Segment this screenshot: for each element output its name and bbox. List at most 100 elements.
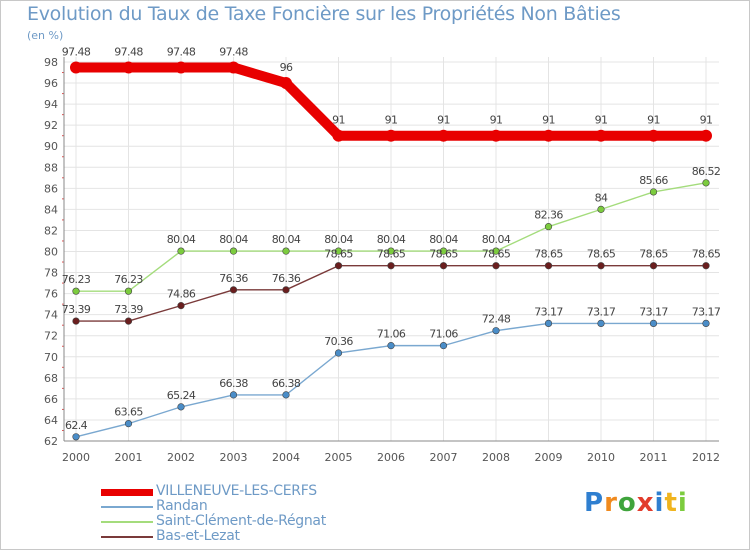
series-point: [229, 286, 238, 294]
series-point: [542, 129, 555, 142]
data-label: 97.48: [114, 45, 143, 58]
logo-letter: o: [617, 488, 637, 518]
data-label: 91: [595, 114, 608, 127]
y-tick-label: 78: [44, 267, 58, 280]
series-point: [437, 129, 450, 142]
y-tick-label: 74: [44, 309, 58, 322]
logo-letter: i: [677, 488, 688, 518]
data-label: 78.65: [587, 248, 616, 261]
y-tick-label: 92: [44, 119, 58, 132]
x-tick-label: 2005: [325, 451, 353, 464]
series-point: [439, 262, 448, 270]
data-label: 73.17: [692, 305, 721, 318]
series-point: [282, 391, 290, 399]
x-tick-label: 2000: [62, 451, 90, 464]
data-label: 91: [385, 114, 398, 127]
data-label: 80.04: [324, 233, 353, 246]
legend-label: Bas-et-Lezat: [156, 528, 240, 544]
series-point: [649, 319, 658, 328]
legend-swatch: [101, 536, 153, 538]
y-tick-label: 84: [44, 203, 58, 216]
series-layer: [70, 61, 712, 441]
data-label: 76.23: [114, 273, 143, 286]
data-label: 80.04: [219, 233, 248, 246]
data-label: 80.04: [167, 233, 196, 246]
data-label: 86.52: [692, 165, 721, 178]
series-point: [227, 61, 240, 74]
series-point: [70, 61, 82, 74]
data-label: 80.04: [272, 233, 301, 246]
data-label: 66.38: [219, 377, 248, 390]
data-label: 74.86: [167, 288, 196, 301]
y-tick-label: 62: [44, 435, 58, 448]
series-point: [177, 302, 185, 310]
y-tick-label: 64: [44, 414, 58, 427]
y-tick-label: 68: [44, 372, 58, 385]
series-point: [597, 205, 605, 213]
data-label: 78.65: [639, 248, 668, 261]
series-point: [492, 247, 500, 255]
series-point: [175, 61, 187, 74]
series-point: [702, 179, 710, 187]
data-label: 84: [595, 191, 608, 204]
data-label: 78.65: [482, 248, 511, 261]
logo-letter: x: [636, 488, 655, 518]
series-point: [595, 129, 607, 142]
y-tick-label: 96: [44, 77, 58, 90]
y-tick-label: 76: [44, 288, 58, 301]
series-point: [439, 342, 448, 350]
data-label: 91: [437, 114, 450, 127]
series-point: [229, 391, 238, 399]
series-point: [124, 317, 133, 325]
data-label: 97.48: [219, 45, 248, 58]
data-label: 76.36: [272, 272, 301, 285]
data-label: 91: [647, 114, 660, 127]
series-point: [332, 129, 345, 142]
series-point: [649, 262, 658, 270]
x-tick-label: 2012: [692, 451, 720, 464]
legend-swatch: [101, 488, 153, 496]
data-label: 82.36: [534, 209, 563, 222]
series-point: [282, 247, 290, 255]
data-label: 71.06: [429, 328, 458, 341]
series-point: [597, 262, 605, 270]
series-point: [334, 247, 343, 255]
y-tick-label: 88: [44, 161, 58, 174]
x-tick-label: 2001: [115, 451, 143, 464]
data-label: 78.65: [534, 248, 563, 261]
series-point: [387, 342, 395, 350]
series-point: [702, 319, 710, 328]
data-label: 96: [280, 61, 293, 74]
series-point: [334, 349, 343, 357]
legend-label: Randan: [156, 498, 208, 514]
y-tick-label: 94: [44, 98, 58, 111]
series-point: [387, 262, 395, 270]
series-point: [72, 317, 80, 325]
x-tick-label: 2008: [482, 451, 510, 464]
series-point: [280, 77, 292, 90]
series-point: [72, 287, 80, 295]
data-label: 66.38: [272, 377, 301, 390]
series-point: [544, 262, 553, 270]
series-point: [597, 319, 605, 328]
data-label: 78.65: [692, 248, 721, 261]
x-tick-label: 2010: [587, 451, 615, 464]
series-point: [439, 247, 448, 255]
data-label: 76.23: [62, 273, 91, 286]
data-label: 91: [700, 114, 713, 127]
x-tick-label: 2007: [430, 451, 458, 464]
data-label: 73.17: [587, 305, 616, 318]
axis-layer: 62 64 66 68 70 72 74 76 78 80 82 84 86 88 90 92 94 96 98 20…: [44, 56, 720, 464]
series-point: [124, 287, 133, 295]
series-point: [649, 188, 658, 196]
data-label: 73.39: [62, 303, 91, 316]
y-tick-label: 86: [44, 182, 58, 195]
x-tick-label: 2009: [535, 451, 563, 464]
data-label: 78.65: [324, 248, 353, 261]
data-label: 73.39: [114, 303, 143, 316]
series-point: [385, 129, 397, 142]
data-label: 80.04: [377, 233, 406, 246]
data-label: 76.36: [219, 272, 248, 285]
data-label: 78.65: [429, 248, 458, 261]
